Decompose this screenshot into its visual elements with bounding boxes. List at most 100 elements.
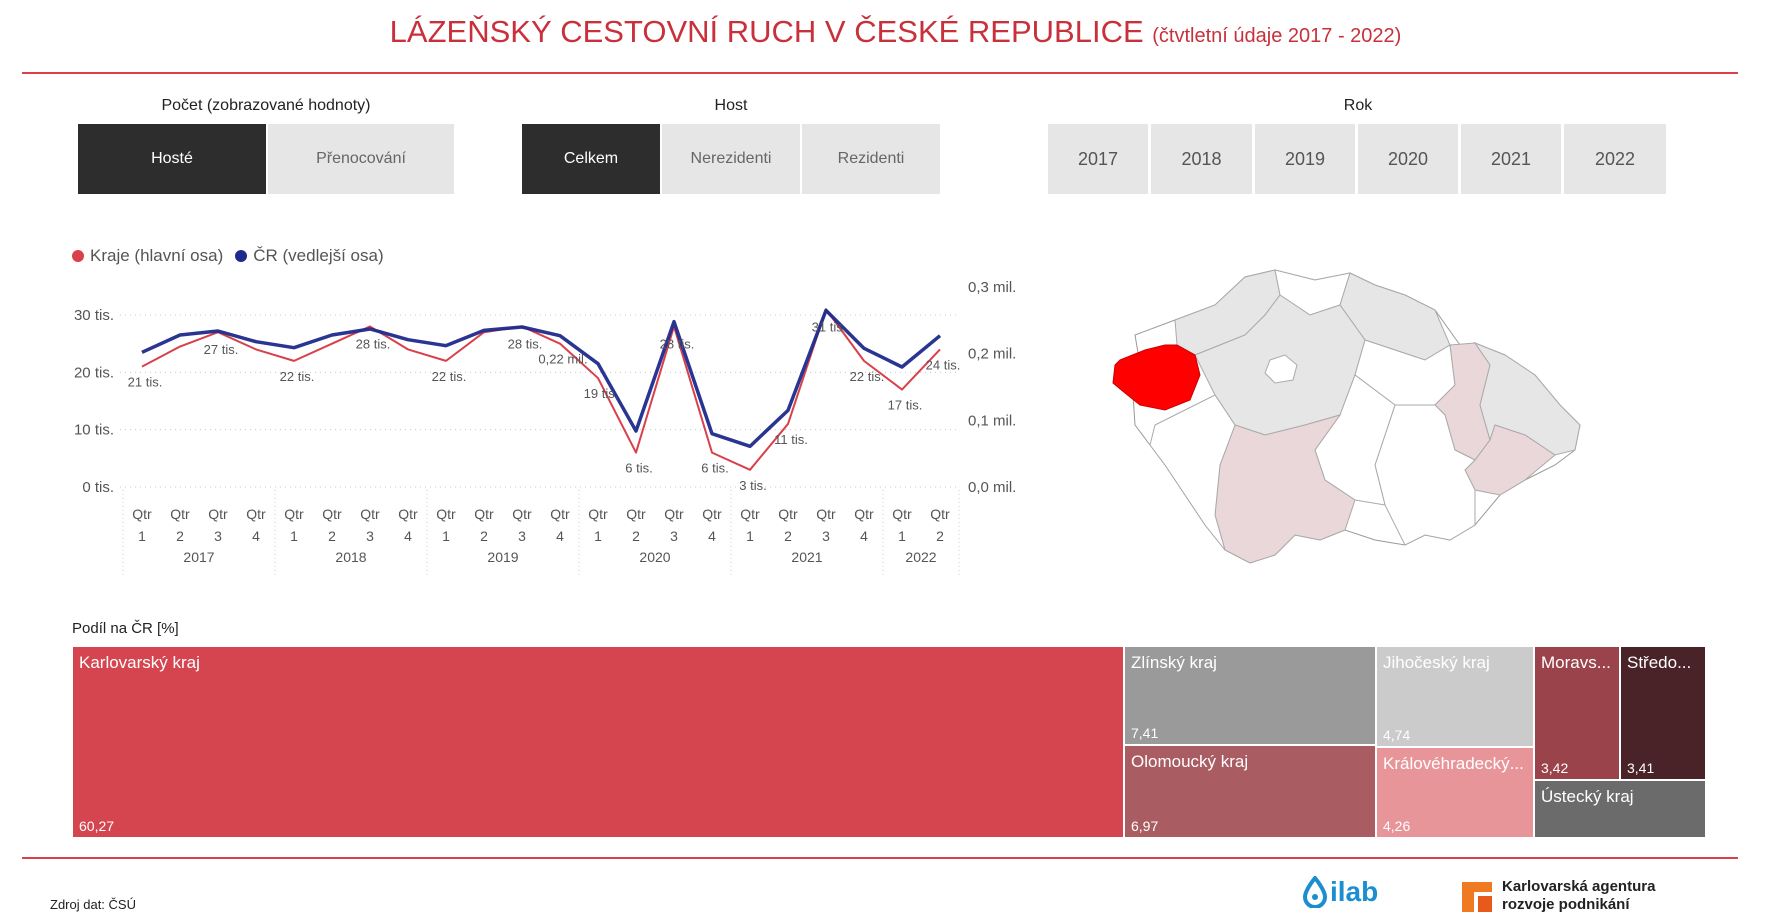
treemap-tile-label: Karlovarský kraj xyxy=(79,653,200,672)
slicer-button-year-2019[interactable]: 2019 xyxy=(1255,124,1355,194)
slicer-button-hoste[interactable]: Hosté xyxy=(78,124,266,194)
x-axis-quarter-number: 2 xyxy=(632,528,640,544)
x-axis-quarter-label: Qtr xyxy=(360,506,380,522)
x-axis-year-label: 2017 xyxy=(183,549,214,565)
x-axis-quarter-label: Qtr xyxy=(550,506,570,522)
ilab-logo-text: ilab xyxy=(1330,876,1379,907)
treemap-tile-label: Zlínský kraj xyxy=(1131,653,1217,672)
x-axis-quarter-number: 2 xyxy=(784,528,792,544)
legend-label-cr[interactable]: ČR (vedlejší osa) xyxy=(253,246,384,265)
slicer-button-year-2017[interactable]: 2017 xyxy=(1048,124,1148,194)
region-karlovarsky xyxy=(1112,344,1201,411)
x-axis-quarter-number: 3 xyxy=(670,528,678,544)
region-jihomoravsky xyxy=(1374,404,1476,546)
region-praha xyxy=(1264,354,1298,384)
x-axis-quarter-number: 4 xyxy=(252,528,260,544)
slicer-button-prenocovani[interactable]: Přenocování xyxy=(268,124,454,194)
treemap-tile-karlovarsky[interactable]: Karlovarský kraj 60,27 xyxy=(72,646,1124,838)
x-axis-quarter-number: 1 xyxy=(898,528,906,544)
data-label: 28 tis. xyxy=(508,336,543,351)
slicer-rok-label: Rok xyxy=(1343,97,1373,114)
treemap-tile-value: 4,74 xyxy=(1383,727,1411,743)
x-axis-quarter-number: 1 xyxy=(746,528,754,544)
x-axis-quarter-label: Qtr xyxy=(322,506,342,522)
treemap-tile-label: Středo... xyxy=(1627,653,1692,672)
y-axis-primary-tick: 20 tis. xyxy=(74,364,114,381)
x-axis-quarter-label: Qtr xyxy=(740,506,760,522)
data-label: 28 tis. xyxy=(660,336,695,351)
y-axis-primary-tick: 10 tis. xyxy=(74,422,114,439)
treemap-tile-stredocesky[interactable]: Středo... 3,41 xyxy=(1620,646,1706,780)
czech-regions-map[interactable] xyxy=(1105,265,1635,575)
x-axis-quarter-label: Qtr xyxy=(170,506,190,522)
x-axis-quarter-number: 3 xyxy=(214,528,222,544)
ilab-logo: ilab xyxy=(1302,876,1378,908)
legend-label-kraje[interactable]: Kraje (hlavní osa) xyxy=(90,246,224,265)
slicer-button-year-2020[interactable]: 2020 xyxy=(1358,124,1458,194)
data-label: 22 tis. xyxy=(280,369,315,384)
x-axis-year-label: 2021 xyxy=(791,549,822,565)
treemap-tile-value: 60,27 xyxy=(79,818,115,834)
treemap-tile-ustecky[interactable]: Ústecký kraj xyxy=(1534,780,1706,838)
x-axis-quarter-label: Qtr xyxy=(892,506,912,522)
treemap-tile-kralovehradecky[interactable]: Královéhradecký... 4,26 xyxy=(1376,747,1534,838)
slicer-button-nerezidenti[interactable]: Nerezidenti xyxy=(662,124,800,194)
treemap-title: Podíl na ČR [%] xyxy=(72,620,179,637)
treemap-tile-value: 6,97 xyxy=(1131,818,1159,834)
treemap-tile-value: 4,26 xyxy=(1383,818,1411,834)
x-axis-quarter-label: Qtr xyxy=(702,506,722,522)
treemap-tile-label: Jihočeský kraj xyxy=(1383,653,1490,672)
data-label: 17 tis. xyxy=(888,398,923,413)
title-subtitle: (čtvtletní údaje 2017 - 2022) xyxy=(1152,25,1402,47)
x-axis-quarter-label: Qtr xyxy=(474,506,494,522)
x-axis-quarter-label: Qtr xyxy=(816,506,836,522)
agency-logo-icon xyxy=(1462,882,1492,912)
agency-name-line2: rozvoje podnikání xyxy=(1502,896,1630,913)
line-chart[interactable]: 30 tis. 20 tis. 10 tis. 0 tis. 0,3 mil. 0,2 m… xyxy=(0,260,1040,580)
treemap-tile-moravskoslezsky[interactable]: Moravs... 3,42 xyxy=(1534,646,1620,780)
x-axis-quarter-number: 3 xyxy=(366,528,374,544)
data-label: 28 tis. xyxy=(356,336,391,351)
x-axis-quarter-label: Qtr xyxy=(588,506,608,522)
data-label: 27 tis. xyxy=(204,342,239,357)
data-source: Zdroj dat: ČSÚ xyxy=(50,897,136,912)
x-axis-quarter-number: 2 xyxy=(328,528,336,544)
data-label: 6 tis. xyxy=(625,461,652,476)
data-label: 22 tis. xyxy=(850,369,885,384)
treemap-tile-label: Olomoucký kraj xyxy=(1131,752,1249,771)
treemap-tile-label: Moravs... xyxy=(1541,653,1611,672)
slicer-button-year-2018[interactable]: 2018 xyxy=(1151,124,1252,194)
treemap-tile-zlinsky[interactable]: Zlínský kraj 7,41 xyxy=(1124,646,1376,745)
treemap-tile-value: 3,42 xyxy=(1541,760,1569,776)
x-axis-quarter-number: 1 xyxy=(290,528,298,544)
x-axis-quarter-number: 2 xyxy=(936,528,944,544)
data-label: 24 tis. xyxy=(926,357,961,372)
x-axis-quarter-number: 4 xyxy=(556,528,564,544)
slicer-button-celkem[interactable]: Celkem xyxy=(522,124,660,194)
y-axis-secondary-tick: 0,3 mil. xyxy=(968,279,1016,296)
slicer-button-year-2021[interactable]: 2021 xyxy=(1461,124,1561,194)
x-axis-quarter-label: Qtr xyxy=(664,506,684,522)
data-label: 11 tis. xyxy=(774,432,808,447)
data-label: 31 tis. xyxy=(812,319,847,334)
treemap-tile-olomoucky[interactable]: Olomoucký kraj 6,97 xyxy=(1124,745,1376,838)
x-axis-year-label: 2022 xyxy=(905,549,936,565)
data-label: 19 tis. xyxy=(584,386,619,401)
agency-logo: Karlovarská agentura rozvoje podnikání xyxy=(1462,878,1655,914)
treemap-tile-value: 7,41 xyxy=(1131,725,1159,741)
ilab-drop-icon xyxy=(1302,876,1328,908)
y-axis-secondary-tick: 0,0 mil. xyxy=(968,479,1016,496)
treemap-tile-label: Ústecký kraj xyxy=(1541,787,1634,806)
footer-divider xyxy=(22,857,1738,859)
slicer-button-year-2022[interactable]: 2022 xyxy=(1564,124,1666,194)
x-axis-quarter-label: Qtr xyxy=(512,506,532,522)
treemap-tile-label: Královéhradecký... xyxy=(1383,754,1524,773)
x-axis-quarter-number: 4 xyxy=(404,528,412,544)
slicer-button-rezidenti[interactable]: Rezidenti xyxy=(802,124,940,194)
x-axis-quarter-label: Qtr xyxy=(284,506,304,522)
treemap-tile-jihocesky[interactable]: Jihočeský kraj 4,74 xyxy=(1376,646,1534,747)
x-axis-year-label: 2018 xyxy=(335,549,366,565)
x-axis-quarter-label: Qtr xyxy=(398,506,418,522)
region-plzensky xyxy=(1149,394,1236,551)
x-axis-quarter-number: 1 xyxy=(442,528,450,544)
